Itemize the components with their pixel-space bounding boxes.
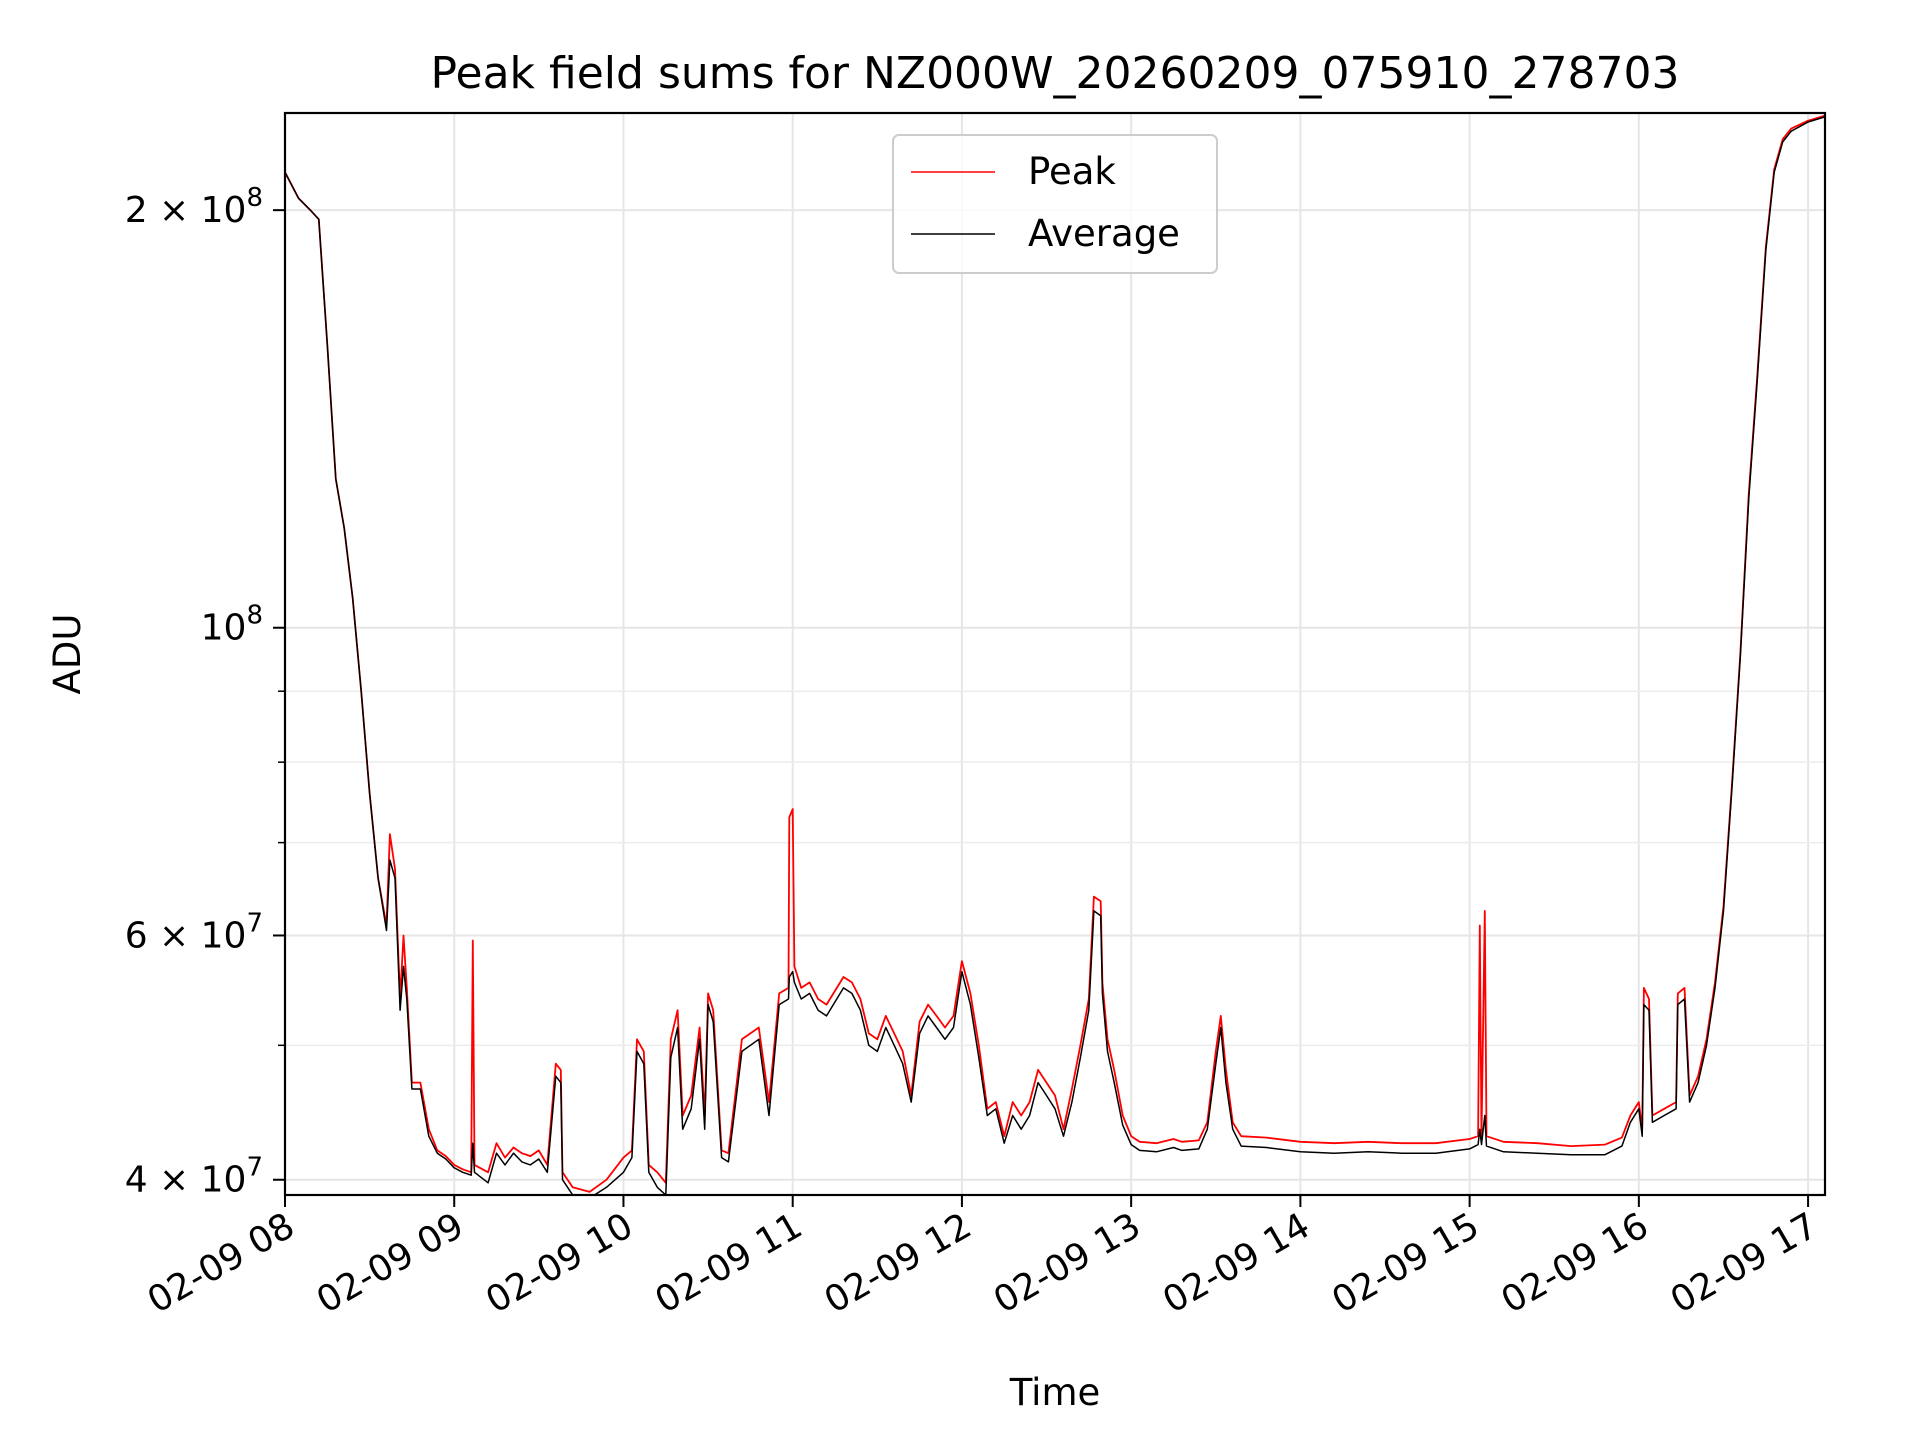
legend-average-label: Average: [1028, 212, 1180, 255]
y-tick-label: 6 × 107: [125, 908, 263, 956]
legend: Peak Average: [892, 134, 1218, 274]
series-line-peak: [285, 114, 1825, 1193]
y-tick-label: 2 × 108: [125, 183, 263, 231]
legend-box: [892, 134, 1218, 274]
y-axis-label: ADU: [46, 614, 89, 695]
y-tick-label: 4 × 107: [125, 1153, 263, 1201]
x-axis-label: Time: [1009, 1371, 1101, 1414]
series-layer: [285, 114, 1825, 1195]
legend-peak-label: Peak: [1028, 150, 1116, 193]
chart-title: Peak field sums for NZ000W_20260209_0759…: [431, 48, 1680, 99]
plot-frame: [283, 111, 1827, 1197]
series-line-average: [285, 116, 1825, 1195]
